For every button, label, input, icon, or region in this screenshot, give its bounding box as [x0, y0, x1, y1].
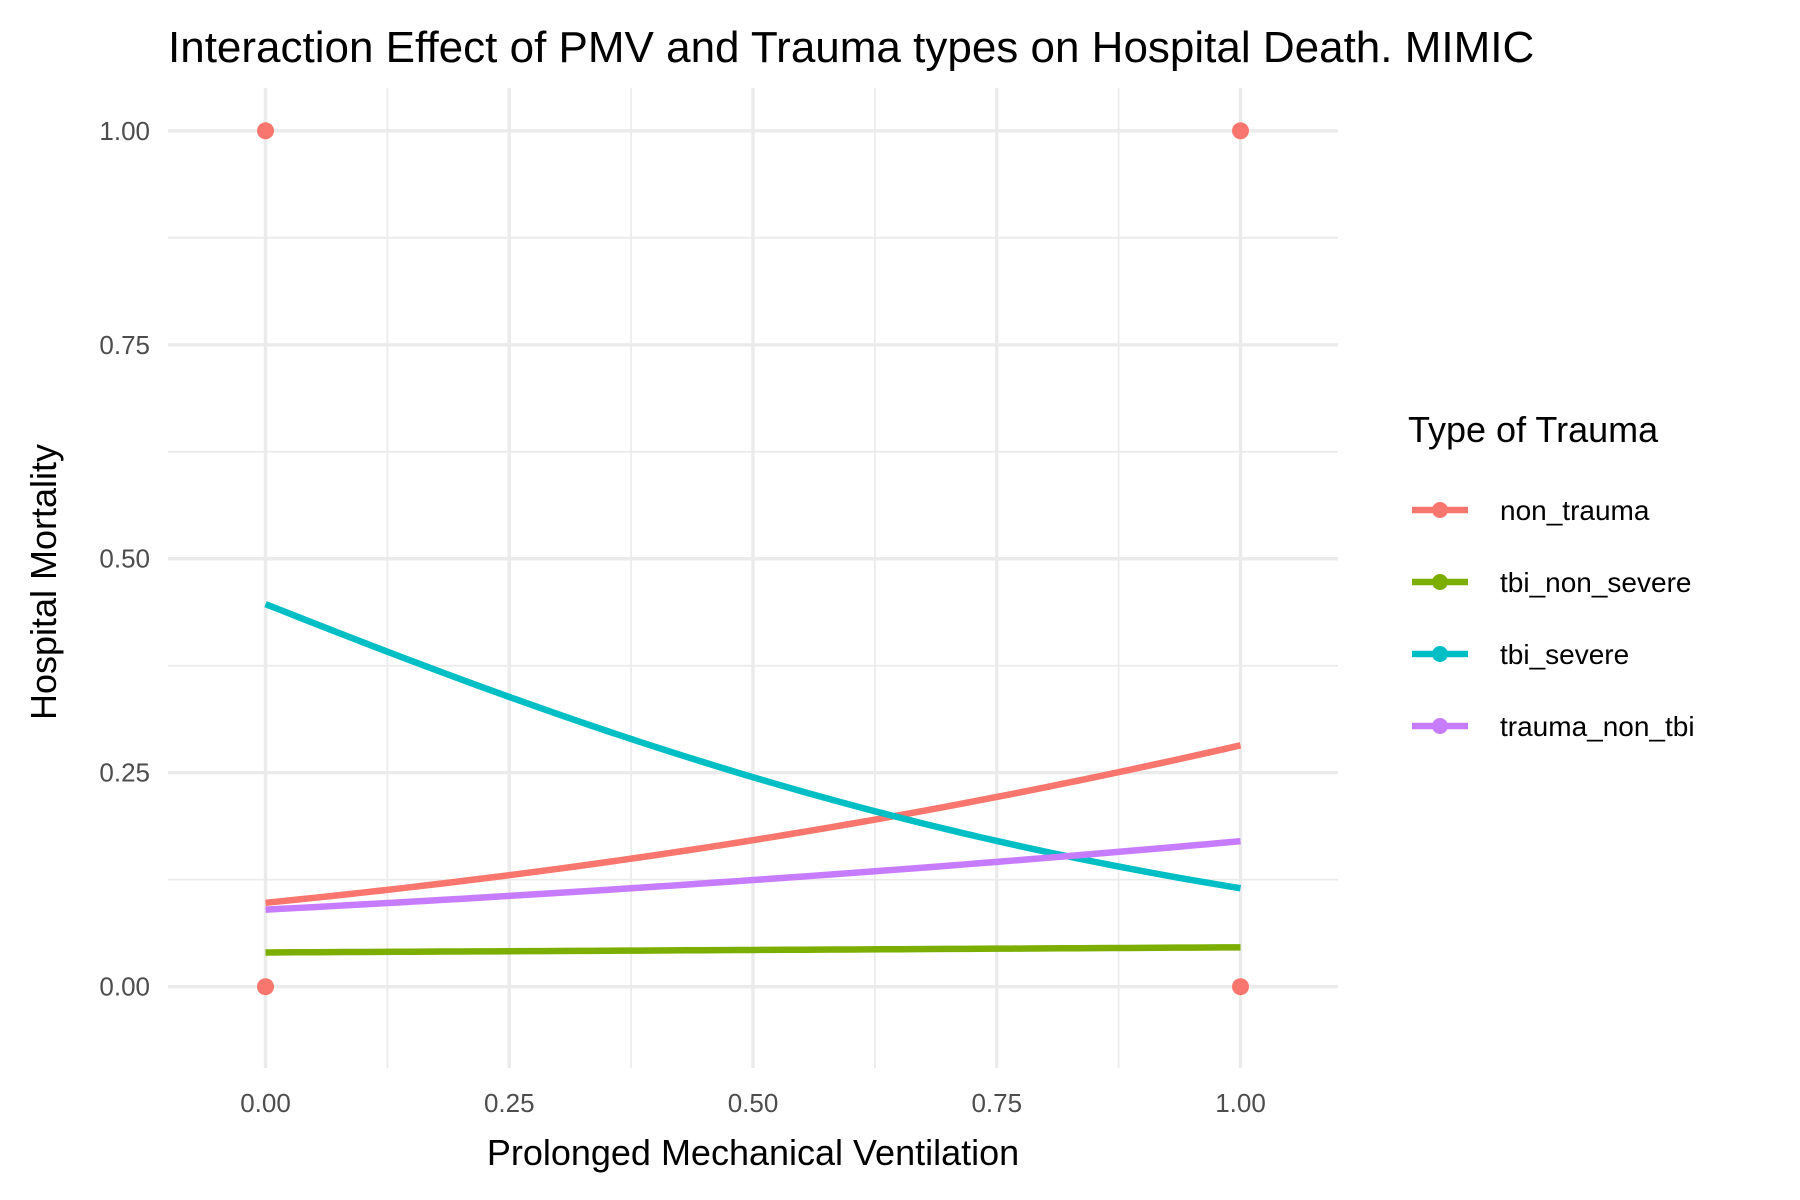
- chart-title: Interaction Effect of PMV and Trauma typ…: [168, 23, 1534, 72]
- legend: Type of Trauma non_trauma tbi_non_severet…: [1408, 409, 1695, 742]
- x-tick-label: 0.25: [484, 1088, 535, 1118]
- y-axis-title: Hospital Mortality: [23, 444, 64, 720]
- legend-key-point: [1432, 646, 1448, 662]
- legend-label: trauma_non_tbi: [1500, 711, 1695, 742]
- x-tick-label: 0.00: [240, 1088, 291, 1118]
- data-point: [257, 122, 274, 140]
- legend-key-point: [1432, 718, 1448, 734]
- data-point: [1232, 122, 1249, 140]
- y-tick-label: 1.00: [99, 116, 150, 146]
- grid: [168, 88, 1338, 1068]
- series-lines: [264, 601, 1242, 956]
- legend-label: tbi_severe: [1500, 639, 1629, 670]
- y-tick-label: 0.75: [99, 330, 150, 360]
- legend-item-tbi-non-severe: tbi_non_severe: [1412, 567, 1691, 598]
- y-tick-label: 0.00: [99, 972, 150, 1002]
- data-points: [257, 122, 1249, 996]
- x-tick-label: 0.50: [728, 1088, 779, 1118]
- y-tick-label: 0.50: [99, 544, 150, 574]
- x-tick-label: 1.00: [1215, 1088, 1266, 1118]
- legend-key-point: [1432, 574, 1448, 590]
- axis-ticks: 0.00 0.25 0.50 0.75 1.00 0.00 0.25 0.50 0.75 1.00: [99, 116, 1265, 1118]
- legend-item-tbi-severe: tbi_severe: [1412, 639, 1629, 670]
- legend-item-trauma-non-tbi: trauma_non_tbi: [1412, 711, 1695, 742]
- series-line-trauma-non-tbi: [265, 837, 1241, 913]
- x-axis-title: Prolonged Mechanical Ventilation: [487, 1132, 1019, 1173]
- legend-item-non-trauma: non_trauma: [1412, 495, 1650, 526]
- legend-title: Type of Trauma: [1408, 409, 1659, 450]
- x-tick-label: 0.75: [971, 1088, 1022, 1118]
- legend-label: non_trauma: [1500, 495, 1650, 526]
- series-line-non-trauma: [265, 742, 1242, 907]
- legend-key-point: [1432, 502, 1448, 518]
- series-line-tbi-non-severe: [265, 944, 1241, 956]
- data-point: [1232, 978, 1249, 996]
- legend-label: tbi_non_severe: [1500, 567, 1691, 598]
- y-tick-label: 0.25: [99, 758, 150, 788]
- legend-items: non_trauma tbi_non_severe tbi_severetrauma…: [1412, 495, 1695, 742]
- data-point: [257, 978, 274, 996]
